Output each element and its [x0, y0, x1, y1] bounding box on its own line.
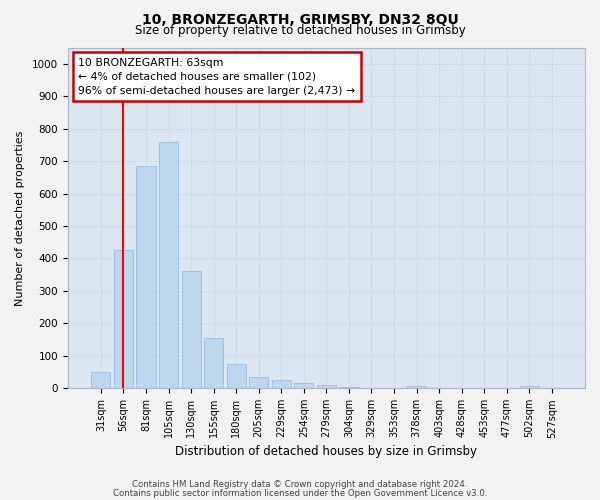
- Y-axis label: Number of detached properties: Number of detached properties: [15, 130, 25, 306]
- Bar: [340, 386, 359, 388]
- Text: Size of property relative to detached houses in Grimsby: Size of property relative to detached ho…: [134, 24, 466, 37]
- Text: 10 BRONZEGARTH: 63sqm
← 4% of detached houses are smaller (102)
96% of semi-deta: 10 BRONZEGARTH: 63sqm ← 4% of detached h…: [78, 58, 355, 96]
- Bar: [91, 372, 110, 388]
- Text: 10, BRONZEGARTH, GRIMSBY, DN32 8QU: 10, BRONZEGARTH, GRIMSBY, DN32 8QU: [142, 12, 458, 26]
- Bar: [317, 385, 336, 388]
- Bar: [520, 386, 539, 388]
- Text: Contains HM Land Registry data © Crown copyright and database right 2024.: Contains HM Land Registry data © Crown c…: [132, 480, 468, 489]
- Bar: [114, 250, 133, 388]
- Bar: [249, 377, 268, 388]
- X-axis label: Distribution of detached houses by size in Grimsby: Distribution of detached houses by size …: [175, 444, 478, 458]
- Bar: [182, 272, 200, 388]
- Bar: [204, 338, 223, 388]
- Bar: [407, 386, 426, 388]
- Bar: [227, 364, 246, 388]
- Bar: [159, 142, 178, 388]
- Bar: [272, 380, 291, 388]
- Text: Contains public sector information licensed under the Open Government Licence v3: Contains public sector information licen…: [113, 489, 487, 498]
- Bar: [294, 384, 313, 388]
- Bar: [136, 166, 155, 388]
